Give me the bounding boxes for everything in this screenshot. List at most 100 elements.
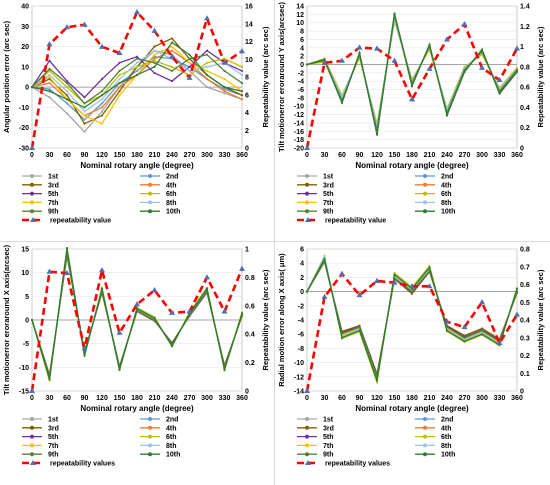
data-point-7th — [188, 61, 191, 64]
legend-marker-1st — [305, 417, 309, 421]
y-tick-label: -8 — [298, 346, 304, 353]
y-tick-label: 20 — [21, 44, 29, 51]
legend-marker-repeatability — [305, 460, 311, 465]
data-point-9th — [83, 102, 86, 105]
legend-label-10th: 10th — [441, 209, 455, 216]
x-tick-label: 120 — [371, 152, 383, 159]
y2-tick-label: 0.2 — [245, 360, 255, 367]
data-point-10th — [240, 90, 244, 93]
data-point-9th — [515, 68, 519, 71]
y2-tick-label: 8 — [245, 75, 249, 82]
repeatability-marker — [29, 387, 35, 393]
x-tick-label: 210 — [424, 395, 436, 402]
y-tick-label: -4 — [298, 318, 304, 325]
data-point-9th — [463, 336, 466, 339]
repeatability-marker — [391, 57, 398, 63]
data-point-8th — [323, 255, 326, 258]
legend-marker-9th — [30, 452, 34, 457]
legend-marker-1st — [305, 174, 309, 178]
repeatability-marker — [409, 96, 415, 102]
x-tick-label: 300 — [201, 395, 213, 402]
chart-panel-angular-position: -30 -20 -10 0 10 20 30 40 0 2 4 6 8 10 12 14 16 0 30 60 90 12… — [0, 0, 275, 242]
y2-axis-label: Repeatability value (arc sec) — [261, 269, 270, 370]
y-tick-label: -8 — [298, 95, 304, 102]
data-point-1st — [83, 130, 86, 133]
legend-label-8th: 8th — [166, 200, 177, 207]
y-tick-label: 12 — [296, 12, 304, 19]
data-point-8th — [240, 73, 244, 77]
y-tick-label: 40 — [21, 4, 29, 11]
x-tick-label: 270 — [184, 152, 196, 159]
data-point-6th — [170, 65, 174, 68]
y2-tick-label: 0.4 — [520, 318, 530, 325]
legend-marker-5th — [30, 191, 34, 196]
y-tick-label: 5 — [25, 294, 29, 301]
legend-label-4th: 4th — [166, 425, 177, 432]
y-tick-label: 4 — [300, 261, 304, 268]
repeatability-marker — [479, 299, 485, 305]
data-point-10th — [428, 43, 431, 46]
legend-marker-5th — [305, 434, 309, 439]
legend-marker-4th — [423, 182, 427, 187]
data-point-8th — [153, 49, 156, 52]
data-point-10th — [135, 73, 139, 77]
x-tick-label: 180 — [406, 395, 418, 402]
data-point-9th — [65, 81, 69, 85]
legend-marker-6th — [148, 191, 152, 196]
repeatability-marker — [356, 44, 363, 50]
y-tick-label: -6 — [298, 332, 304, 339]
legend-marker-10th — [148, 452, 152, 457]
repeatability-marker — [496, 76, 503, 83]
y2-tick-label: 10 — [245, 57, 253, 64]
y-tick-label: -2 — [298, 70, 304, 77]
legend-marker-3rd — [305, 182, 309, 187]
y2-tick-label: 6 — [245, 92, 249, 99]
legend-label-5th: 5th — [48, 191, 59, 198]
y-tick-label: 2 — [300, 54, 304, 61]
y-tick-label: 10 — [21, 64, 29, 71]
y2-tick-label: 0 — [245, 389, 249, 396]
repeatability-marker — [356, 291, 363, 298]
x-tick-label: 30 — [46, 152, 54, 159]
repeatability-marker — [321, 59, 328, 65]
data-point-5th — [83, 96, 86, 99]
x-tick-label: 240 — [441, 395, 453, 402]
data-point-9th — [100, 90, 104, 93]
y2-tick-label: 0.5 — [520, 300, 530, 307]
legend-label-7th: 7th — [48, 443, 59, 450]
legend-marker-2nd — [423, 417, 427, 421]
data-point-4th — [100, 106, 104, 109]
y2-tick-label: 12 — [245, 39, 253, 46]
legend-label-5th: 5th — [48, 434, 59, 441]
data-point-10th — [205, 287, 209, 290]
y2-tick-label: 0.3 — [520, 335, 530, 342]
data-point-2nd — [135, 69, 139, 73]
x-tick-label: 60 — [338, 152, 346, 159]
y-tick-label: 30 — [21, 24, 29, 31]
repeatability-marker — [461, 323, 468, 330]
y-tick-label: 10 — [21, 270, 29, 277]
plot-area — [306, 5, 518, 149]
legend-label-1st: 1st — [323, 417, 334, 424]
data-point-10th — [515, 70, 519, 74]
chart-panel-tilt-y: -20 -18 -16 -14 -12 -10 -8 -6 -4 -2 0 2 4 6 8 10 12 14 0 0.… — [275, 0, 550, 242]
data-point-10th — [323, 257, 326, 261]
data-point-10th — [393, 12, 396, 15]
repeatability-marker — [239, 48, 245, 54]
repeatability-marker — [426, 283, 433, 289]
x-tick-label: 60 — [63, 395, 71, 402]
data-point-5th — [100, 77, 104, 81]
y-axis-label: Angular position error (arc sec) — [2, 20, 11, 133]
x-tick-label: 0 — [305, 395, 309, 402]
repeatability-marker — [339, 57, 345, 63]
legend-label-6th: 6th — [166, 434, 177, 441]
y-tick-label: 2 — [300, 275, 304, 282]
data-point-9th — [410, 290, 414, 293]
y-tick-label: -14 — [294, 120, 304, 127]
data-point-5th — [65, 79, 69, 83]
repeatability-marker — [46, 268, 53, 274]
y2-tick-label: 0.2 — [520, 353, 530, 360]
legend-label-repeatability: repeatability values — [325, 461, 390, 468]
data-point-10th — [445, 329, 449, 332]
legend-label-10th: 10th — [166, 209, 180, 216]
